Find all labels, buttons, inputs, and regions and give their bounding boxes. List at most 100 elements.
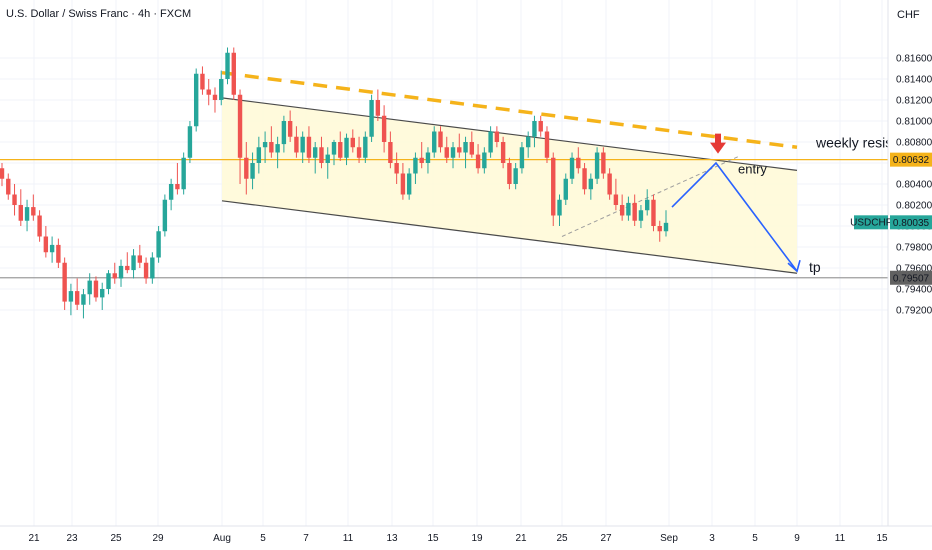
candle-body bbox=[269, 142, 274, 153]
candle-body bbox=[31, 207, 36, 216]
candle-body bbox=[413, 157, 418, 174]
price-tick-label: 0.81000 bbox=[896, 117, 932, 128]
candle-body bbox=[12, 194, 17, 205]
candle-body bbox=[344, 137, 349, 158]
candle-body bbox=[444, 147, 449, 158]
time-tick-label: 7 bbox=[303, 533, 309, 544]
price-tick-label: 0.81600 bbox=[896, 54, 932, 65]
time-tick-label: 27 bbox=[600, 533, 612, 544]
candle-body bbox=[331, 142, 337, 155]
candle-body bbox=[394, 163, 399, 174]
chart-title: U.S. Dollar / Swiss Franc · 4h · FXCM bbox=[6, 8, 192, 20]
candle-body bbox=[356, 147, 362, 158]
time-tick-label: 3 bbox=[709, 533, 715, 544]
candle-body bbox=[43, 236, 49, 253]
candle-body bbox=[275, 144, 280, 153]
price-tick-label: 0.81200 bbox=[896, 96, 932, 107]
entry-label: entry bbox=[738, 162, 767, 177]
price-tick-label: 0.80400 bbox=[896, 180, 932, 191]
resistance-label: weekly resist bbox=[815, 135, 896, 151]
candle-body bbox=[313, 147, 318, 158]
candle-body bbox=[651, 199, 656, 226]
candle-body bbox=[626, 202, 631, 216]
price-tick-label: 0.80200 bbox=[896, 201, 932, 212]
candle-body bbox=[118, 265, 124, 279]
price-tick-label: 0.79600 bbox=[896, 264, 932, 275]
candle-body bbox=[594, 152, 600, 179]
candle-body bbox=[237, 94, 243, 158]
candle-body bbox=[187, 126, 193, 158]
candle-body bbox=[56, 244, 61, 263]
tp-label: tp bbox=[809, 259, 821, 275]
price-tick-label: 0.79400 bbox=[896, 285, 932, 296]
candle-body bbox=[419, 157, 424, 163]
candle-body bbox=[150, 257, 155, 279]
candle-body bbox=[488, 131, 493, 153]
candle-body bbox=[74, 291, 80, 305]
price-axis[interactable] bbox=[888, 0, 932, 526]
candle-body bbox=[438, 131, 443, 148]
tp-price-text: 0.79507 bbox=[893, 273, 930, 284]
resistance-price-text: 0.80632 bbox=[893, 155, 930, 166]
time-tick-label: 23 bbox=[66, 533, 78, 544]
candle-body bbox=[482, 152, 487, 169]
candle-body bbox=[557, 199, 562, 216]
candle-body bbox=[250, 163, 255, 179]
time-tick-label: Sep bbox=[660, 533, 678, 544]
candle-body bbox=[588, 178, 594, 190]
candle-body bbox=[131, 255, 136, 271]
channel-lower-line[interactable] bbox=[221, 200, 798, 274]
candle-body bbox=[143, 262, 149, 279]
candle-body bbox=[62, 262, 67, 302]
candle-body bbox=[607, 173, 612, 195]
price-tick-label: 0.80800 bbox=[896, 138, 932, 149]
candle-body bbox=[619, 205, 625, 216]
time-tick-label: 25 bbox=[110, 533, 122, 544]
entry-arrow-stem bbox=[715, 133, 721, 144]
candle-body bbox=[49, 244, 55, 253]
candle-body bbox=[369, 100, 374, 137]
candle-body bbox=[225, 52, 230, 79]
candle-body bbox=[175, 184, 180, 190]
candle-body bbox=[457, 147, 462, 153]
dashed-trendline[interactable] bbox=[221, 70, 798, 149]
candle-body bbox=[68, 291, 74, 302]
candle-body bbox=[244, 157, 249, 179]
candle-body bbox=[657, 226, 662, 232]
channel-upper-line[interactable] bbox=[221, 97, 798, 171]
candle-body bbox=[193, 73, 199, 127]
candle-body bbox=[663, 222, 669, 232]
candle-body bbox=[450, 147, 456, 158]
candle-body bbox=[569, 157, 575, 179]
candle-body bbox=[532, 121, 537, 137]
candle-body bbox=[156, 231, 161, 258]
candles bbox=[0, 47, 669, 319]
price-tick-label: 0.79200 bbox=[896, 306, 932, 317]
candle-body bbox=[24, 207, 30, 221]
projection-path[interactable] bbox=[671, 161, 798, 272]
candle-body bbox=[106, 273, 111, 289]
candle-body bbox=[601, 152, 606, 174]
candle-body bbox=[363, 136, 368, 158]
time-tick-label: 21 bbox=[515, 533, 527, 544]
price-tick-label: 0.79800 bbox=[896, 243, 932, 254]
candle-body bbox=[81, 294, 86, 305]
candle-body bbox=[162, 199, 168, 232]
time-tick-label: 11 bbox=[343, 533, 354, 544]
candle-body bbox=[513, 168, 518, 184]
candle-body bbox=[112, 273, 117, 279]
candle-body bbox=[37, 215, 42, 237]
candle-body bbox=[93, 280, 99, 298]
candle-body bbox=[425, 152, 431, 163]
candle-body bbox=[319, 147, 324, 163]
candle-body bbox=[219, 79, 224, 100]
currency-label: CHF bbox=[897, 9, 920, 21]
time-tick-label: 21 bbox=[28, 533, 40, 544]
time-axis-ticks[interactable]: 21 23 25 29 Aug 5 7 11 13 15 19 21 25 27 Sep 3 5 9 11 15 bbox=[28, 533, 888, 544]
candle-body bbox=[400, 173, 406, 195]
candle-body bbox=[350, 137, 355, 148]
candle-body bbox=[645, 199, 650, 211]
candle-body bbox=[463, 142, 468, 153]
time-tick-label: 15 bbox=[876, 533, 888, 544]
